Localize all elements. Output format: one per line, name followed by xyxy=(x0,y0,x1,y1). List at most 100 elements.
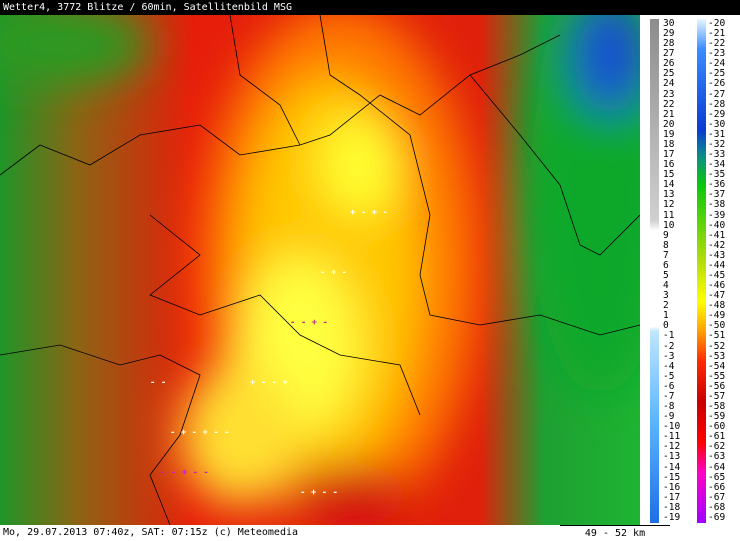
legend-label: -57 xyxy=(708,390,726,402)
legend-label: 11 xyxy=(663,209,675,221)
legend-label: 0 xyxy=(663,320,669,332)
legend-label: 8 xyxy=(663,239,669,251)
svg-text:+ - - +: + - - + xyxy=(250,378,289,388)
legend-label: 7 xyxy=(663,249,669,261)
legend-label: -43 xyxy=(708,249,726,261)
legend-label: 17 xyxy=(663,149,675,161)
legend-label: -2 xyxy=(663,340,675,352)
legend-label: -53 xyxy=(708,350,726,362)
legend-label: -17 xyxy=(663,491,681,503)
legend-label: -39 xyxy=(708,209,726,221)
legend-label: -51 xyxy=(708,330,726,342)
legend-bar-left xyxy=(650,19,659,523)
legend-label: -21 xyxy=(708,28,726,40)
legend-label: -4 xyxy=(663,360,675,372)
legend-label: -56 xyxy=(708,380,726,392)
legend-label: -23 xyxy=(708,48,726,60)
legend-label: -30 xyxy=(708,118,726,130)
legend-label: 25 xyxy=(663,68,675,80)
svg-text:- -: - - xyxy=(150,378,166,388)
legend-label: -50 xyxy=(708,320,726,332)
legend-label: -67 xyxy=(708,491,726,503)
legend-label: -59 xyxy=(708,411,726,423)
legend-label: -33 xyxy=(708,149,726,161)
legend-label: 24 xyxy=(663,78,675,90)
legend-label: -15 xyxy=(663,471,681,483)
legend-label: 1 xyxy=(663,310,669,322)
legend-label: -37 xyxy=(708,189,726,201)
svg-text:+ - + -: + - + - xyxy=(350,208,388,218)
svg-text:- - + - -: - - + - - xyxy=(160,468,209,478)
legend-label: -6 xyxy=(663,380,675,392)
legend-label: -52 xyxy=(708,340,726,352)
svg-text:- + -: - + - xyxy=(320,268,347,278)
legend-label: -27 xyxy=(708,88,726,100)
legend-label: -54 xyxy=(708,360,726,372)
legend-label: 9 xyxy=(663,229,669,241)
legend-label: 26 xyxy=(663,58,675,70)
legend-label: 18 xyxy=(663,138,675,150)
svg-text:- + - -: - + - - xyxy=(300,488,338,498)
lightning: + - + - - + - - - + - + - - + - + - + - … xyxy=(150,208,388,498)
legend-label: -36 xyxy=(708,179,726,191)
satellite-map: + - + - - + - - - + - + - - + - + - + - … xyxy=(0,15,640,525)
svg-text:- - + -: - - + - xyxy=(290,318,328,328)
legend-label: -24 xyxy=(708,58,726,70)
legend-label: -22 xyxy=(708,38,726,50)
legend-bar-right xyxy=(697,19,706,523)
legend-label: -9 xyxy=(663,411,675,423)
legend-label: -16 xyxy=(663,481,681,493)
legend-label: -7 xyxy=(663,390,675,402)
legend-label: 5 xyxy=(663,270,669,281)
legend-label: -11 xyxy=(663,431,681,443)
legend-label: 4 xyxy=(663,280,669,292)
legend-label: -47 xyxy=(708,290,726,302)
scale-label: 49 - 52 km xyxy=(560,525,670,540)
legend-label: -5 xyxy=(663,370,675,382)
legend-label: -44 xyxy=(708,259,726,271)
legend-label: 29 xyxy=(663,28,675,40)
legend-label: -8 xyxy=(663,401,675,413)
legend-label: 13 xyxy=(663,189,675,201)
legend-label: 15 xyxy=(663,169,675,181)
legend-label: 2 xyxy=(663,300,669,312)
legend-label: 28 xyxy=(663,38,675,50)
legend-label: 10 xyxy=(663,219,675,231)
legend-label: -46 xyxy=(708,280,726,292)
legend-label: 3 xyxy=(663,290,669,302)
legend-label: 21 xyxy=(663,108,675,120)
legend-label: -12 xyxy=(663,441,681,453)
legend-label: -26 xyxy=(708,78,726,90)
legend-label: -18 xyxy=(663,501,681,513)
legend-label: 27 xyxy=(663,48,675,60)
footer-text: Mo, 29.07.2013 07:40z, SAT: 07:15z (c) M… xyxy=(0,525,740,540)
legend-label: 14 xyxy=(663,179,675,191)
legend-label: 22 xyxy=(663,98,675,110)
legend-label: -69 xyxy=(708,511,726,523)
cloud-field xyxy=(0,15,640,525)
legend-label: -49 xyxy=(708,310,726,322)
legend-label: 19 xyxy=(663,128,675,140)
legend-label: -63 xyxy=(708,451,726,463)
legend-label: -62 xyxy=(708,441,726,453)
legend-label: -41 xyxy=(708,229,726,241)
legend-label: -64 xyxy=(708,461,726,473)
legend-label: -3 xyxy=(663,350,675,362)
legend-label: 23 xyxy=(663,88,675,100)
legend-label: -31 xyxy=(708,128,726,140)
legend-label: 16 xyxy=(663,159,675,171)
legend-label: 6 xyxy=(663,259,669,271)
legend-label: -14 xyxy=(663,461,681,473)
legend-label: -58 xyxy=(708,401,726,413)
borders xyxy=(0,15,640,525)
svg-text:- + - + - -: - + - + - - xyxy=(170,428,230,438)
legend-label: -32 xyxy=(708,138,726,150)
legend-label: -20 xyxy=(708,18,726,29)
legend-label: -19 xyxy=(663,511,681,523)
legend-label: -48 xyxy=(708,300,726,312)
legend-label: 30 xyxy=(663,18,675,29)
legend-label: -45 xyxy=(708,270,726,281)
legend-label: -13 xyxy=(663,451,681,463)
legend-label: -61 xyxy=(708,431,726,443)
